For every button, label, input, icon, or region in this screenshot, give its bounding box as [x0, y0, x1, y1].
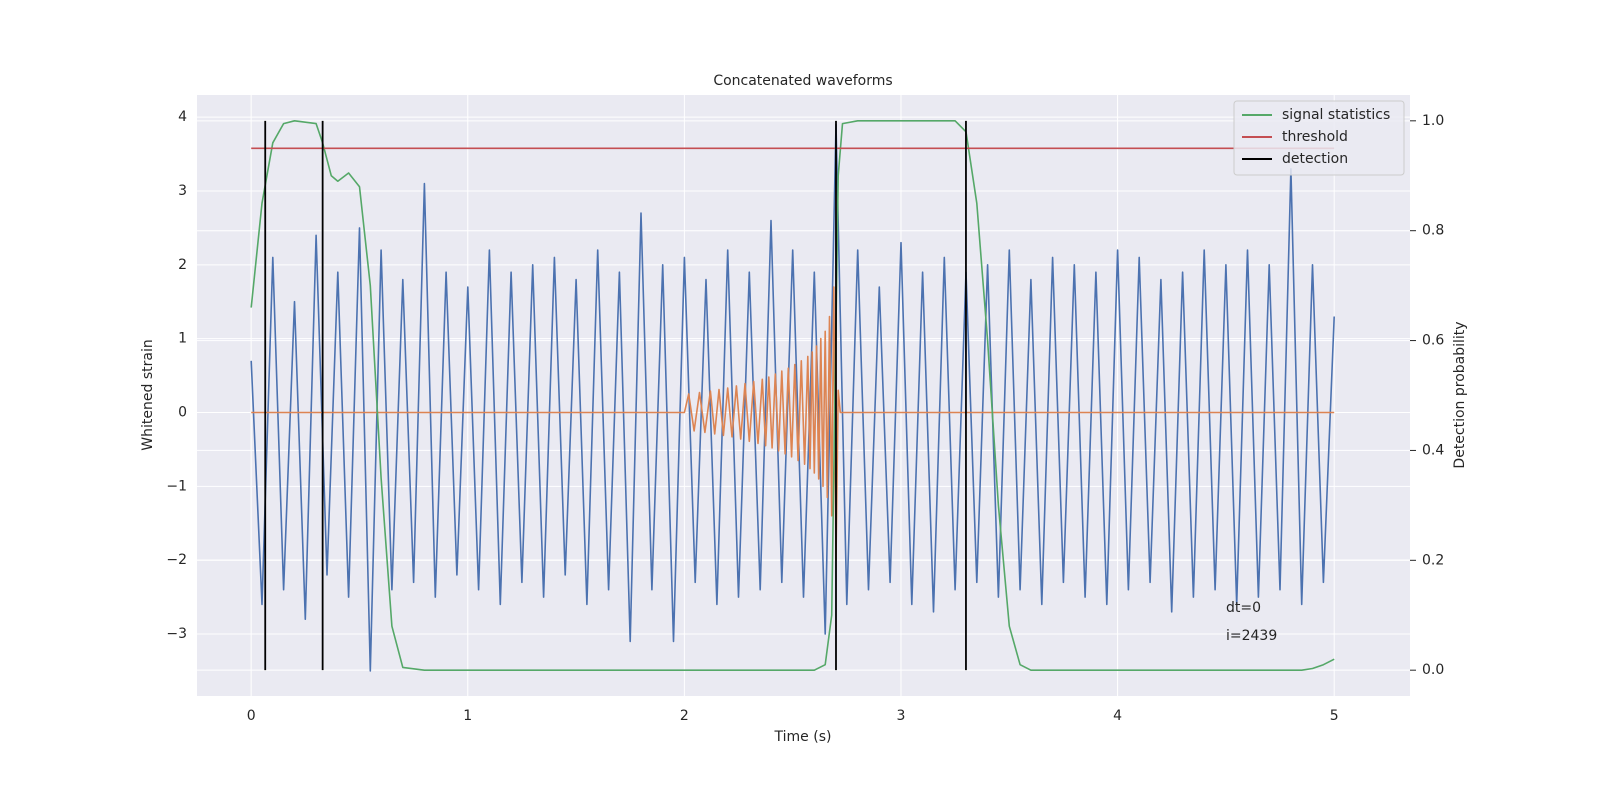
y-tick-label: −2: [166, 552, 187, 568]
y-tick-label: 2: [178, 257, 187, 273]
y-axis-label: Whitened strain: [140, 339, 156, 450]
y2-tick-label: 0.6: [1422, 333, 1444, 349]
y-tick-label: 1: [178, 331, 187, 347]
annotation: dt=0: [1226, 600, 1261, 616]
series-line: [251, 286, 1335, 561]
y-tick-label: −1: [166, 478, 187, 494]
x-tick-label: 3: [897, 708, 906, 724]
y2-tick-label: 0.8: [1422, 223, 1444, 239]
y-tick-label: 3: [178, 183, 187, 199]
x-tick-label: 5: [1330, 708, 1339, 724]
legend-label: detection: [1282, 151, 1348, 167]
legend-label: threshold: [1282, 129, 1348, 145]
x-tick-label: 1: [463, 708, 472, 724]
x-tick-label: 2: [680, 708, 689, 724]
y-tick-label: 4: [178, 109, 187, 125]
legend-box: [1233, 100, 1405, 176]
series-line: [250, 120, 1335, 671]
x-tick-label: 4: [1113, 708, 1122, 724]
legend-label: signal statistics: [1282, 107, 1390, 123]
x-axis-label: Time (s): [774, 729, 832, 745]
y2-axis-label: Detection probability: [1452, 321, 1468, 468]
plot: [197, 95, 1410, 696]
annotation: i=2439: [1226, 628, 1277, 644]
y2-tick-label: 0.2: [1422, 552, 1444, 568]
y2-tick-label: 0.0: [1422, 662, 1444, 678]
y2-tick-label: 1.0: [1422, 113, 1444, 129]
y-tick-label: −3: [166, 626, 187, 642]
chart-title: Concatenated waveforms: [713, 73, 892, 89]
x-tick-label: 0: [247, 708, 256, 724]
y-tick-label: 0: [178, 404, 187, 420]
y2-tick-label: 0.4: [1422, 442, 1444, 458]
series-line: [250, 123, 1335, 672]
